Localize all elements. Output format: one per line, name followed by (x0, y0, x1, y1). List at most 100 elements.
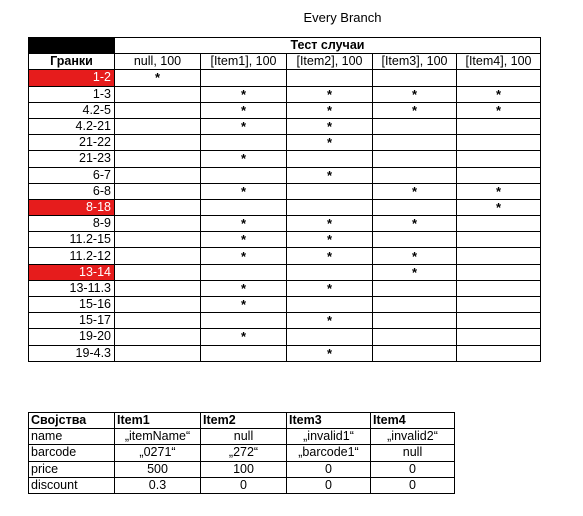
coverage-group-header-row: Тест случаи (28, 36, 541, 55)
test-case-header: null, 100 (114, 53, 201, 71)
coverage-cell (286, 150, 373, 168)
properties-header-row: Својства Item1 Item2 Item3 Item4 (28, 411, 455, 430)
branch-label: 11.2-15 (28, 231, 115, 249)
coverage-mark: * (372, 182, 457, 200)
coverage-cell (372, 166, 457, 184)
coverage-mark: * (286, 101, 373, 119)
coverage-cell (200, 69, 287, 87)
coverage-cell (286, 69, 373, 87)
table-row: 13-11.3 * * (28, 279, 541, 298)
coverage-cell (456, 150, 541, 168)
property-label: price (28, 460, 115, 478)
coverage-cell (114, 166, 201, 184)
branch-label: 11.2-12 (28, 247, 115, 265)
coverage-cell (114, 215, 201, 233)
coverage-mark: * (372, 101, 457, 119)
coverage-mark: * (372, 85, 457, 103)
coverage-cell (456, 231, 541, 249)
item-header: Item3 (286, 411, 371, 430)
property-value: 0 (370, 460, 455, 478)
coverage-cell (114, 328, 201, 346)
table-row: 1-2 * (28, 69, 541, 87)
property-label: barcode (28, 444, 115, 462)
table-row: 4.2-21 * * (28, 117, 541, 136)
coverage-mark: * (372, 215, 457, 233)
table-row: 11.2-15 * * (28, 231, 541, 249)
table-row: 8-18 * (28, 198, 541, 217)
branch-label: 4.2-21 (28, 117, 115, 136)
coverage-mark: * (286, 85, 373, 103)
table-row: 1-3 * * * * (28, 85, 541, 103)
coverage-cell (456, 166, 541, 184)
property-value: „0271“ (114, 444, 201, 462)
coverage-mark: * (200, 231, 287, 249)
coverage-cell (286, 328, 373, 346)
coverage-cell (372, 295, 457, 314)
coverage-mark: * (200, 101, 287, 119)
coverage-cell (372, 69, 457, 87)
coverage-cell (200, 134, 287, 152)
coverage-cell (114, 134, 201, 152)
coverage-mark: * (456, 182, 541, 200)
coverage-mark: * (372, 247, 457, 265)
coverage-cell (372, 279, 457, 298)
coverage-mark: * (286, 279, 373, 298)
coverage-cell (114, 85, 201, 103)
table-row: 21-23 * (28, 150, 541, 168)
item-header: Item1 (114, 411, 201, 430)
test-case-header: [Item1], 100 (200, 53, 287, 71)
coverage-cell (200, 263, 287, 281)
coverage-cell (372, 150, 457, 168)
branch-label: 21-22 (28, 134, 115, 152)
coverage-mark: * (456, 198, 541, 217)
branch-label: 8-9 (28, 215, 115, 233)
test-case-header: [Item4], 100 (456, 53, 541, 71)
table-row: name „itemName“ null „invalid1“ „invalid2“ (28, 428, 455, 446)
coverage-mark: * (200, 328, 287, 346)
property-value: „272“ (200, 444, 287, 462)
branch-label: 1-2 (28, 69, 115, 87)
coverage-cell (200, 198, 287, 217)
coverage-cell (200, 312, 287, 330)
coverage-mark: * (286, 247, 373, 265)
coverage-cell (114, 182, 201, 200)
coverage-mark: * (456, 101, 541, 119)
branch-label: 15-16 (28, 295, 115, 314)
coverage-cell (114, 150, 201, 168)
page-title: Every Branch (303, 10, 382, 25)
branch-label: 6-8 (28, 182, 115, 200)
item-header: Item4 (370, 411, 455, 430)
branch-label: 6-7 (28, 166, 115, 184)
coverage-cell (372, 117, 457, 136)
branch-label: 8-18 (28, 198, 115, 217)
coverage-cell (114, 295, 201, 314)
coverage-cell (456, 69, 541, 87)
test-cases-group-header: Тест случаи (114, 36, 541, 55)
coverage-mark: * (372, 263, 457, 281)
property-value: 0 (370, 476, 455, 494)
table-row: 8-9 * * * (28, 215, 541, 233)
coverage-mark: * (286, 312, 373, 330)
coverage-mark: * (200, 295, 287, 314)
coverage-cell (372, 134, 457, 152)
coverage-cell (114, 198, 201, 217)
branch-label: 15-17 (28, 312, 115, 330)
branch-label: 21-23 (28, 150, 115, 168)
coverage-cell (114, 279, 201, 298)
branch-label: 19-20 (28, 328, 115, 346)
table-row: 4.2-5 * * * * (28, 101, 541, 119)
property-value: 0 (200, 476, 287, 494)
coverage-cell (114, 101, 201, 119)
coverage-mark: * (200, 215, 287, 233)
properties-table: Својства Item1 Item2 Item3 Item4 name „it… (28, 411, 455, 494)
coverage-mark: * (200, 279, 287, 298)
test-case-header: [Item3], 100 (372, 53, 457, 71)
table-row: 6-7 * (28, 166, 541, 184)
property-value: 0 (286, 460, 371, 478)
branch-label: 19-4.3 (28, 344, 115, 362)
coverage-cell (372, 198, 457, 217)
table-row: 19-20 * (28, 328, 541, 346)
property-value: „invalid1“ (286, 428, 371, 446)
table-row: price 500 100 0 0 (28, 460, 455, 478)
coverage-mark: * (286, 117, 373, 136)
